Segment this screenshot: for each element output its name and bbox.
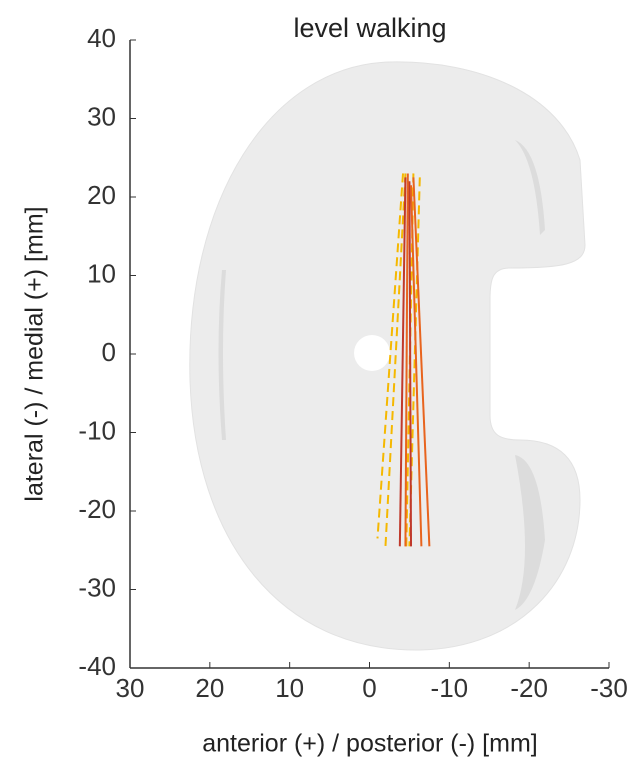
x-tick-label: 0 (362, 673, 376, 703)
x-axis-label: anterior (+) / posterior (-) [mm] (202, 730, 537, 758)
x-tick-label: -10 (431, 673, 469, 703)
y-tick-label: 20 (87, 180, 116, 210)
x-tick-label: 30 (116, 673, 145, 703)
trajectory-line (408, 177, 421, 547)
trajectory-line (376, 173, 405, 539)
y-tick-label: -20 (78, 494, 116, 524)
x-tick-label: 10 (275, 673, 304, 703)
y-axis-label: lateral (-) / medial (+) [mm] (21, 206, 49, 501)
trajectory-line (412, 177, 431, 547)
x-tick-label: -30 (590, 673, 628, 703)
y-tick-label: 0 (102, 337, 116, 367)
x-tick-label: 20 (195, 673, 224, 703)
y-tick-label: -10 (78, 415, 116, 445)
trajectory-line (404, 173, 409, 547)
y-tick-label: 40 (87, 23, 116, 53)
y-tick-label: 30 (87, 101, 116, 131)
trajectory-line (408, 181, 413, 547)
y-tick-label: -30 (78, 572, 116, 602)
chart-title: level walking (293, 13, 446, 43)
trajectory-line (398, 177, 407, 547)
trajectory-line (410, 185, 423, 547)
y-tick-label: -40 (78, 651, 116, 681)
trajectory-line (384, 173, 407, 547)
x-tick-label: -20 (510, 673, 548, 703)
y-tick-label: 10 (87, 258, 116, 288)
implant-hole (354, 335, 390, 371)
